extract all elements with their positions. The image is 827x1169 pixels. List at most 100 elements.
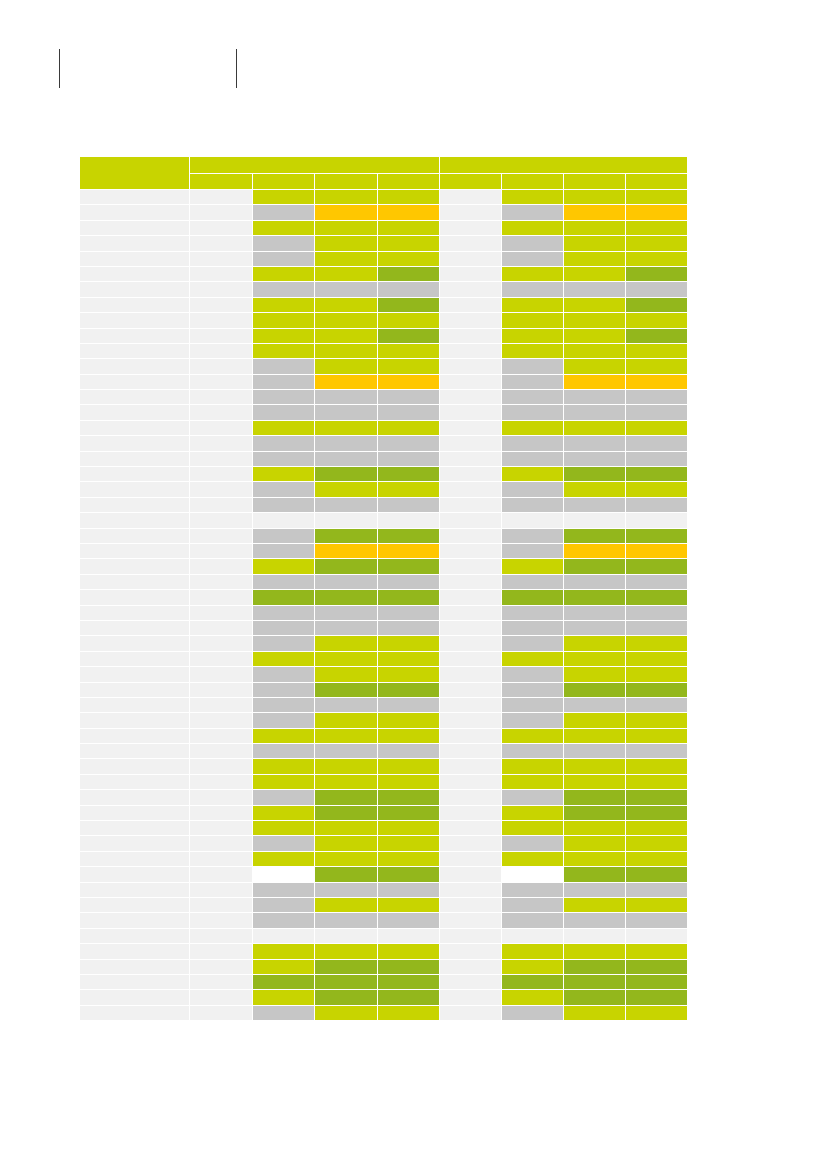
status-cell [252,835,315,852]
table-row [79,696,688,714]
status-cell [377,527,440,544]
status-cell [501,450,564,468]
status-cell [563,789,626,806]
status-cell [563,358,626,375]
status-cell [252,542,315,560]
status-cell [377,820,440,837]
table-row [79,512,688,529]
status-cell [563,265,626,283]
row-value-cell [439,558,502,575]
status-cell [314,358,378,375]
row-value-cell [439,712,502,729]
status-cell [501,835,564,852]
table-row [79,296,688,314]
status-cell [501,958,564,975]
table-row [79,389,688,406]
row-value-cell [189,573,253,591]
status-cell [563,619,626,637]
row-value-cell [189,743,253,760]
row-value-cell [439,419,502,437]
status-cell [563,604,626,621]
status-cell [314,296,378,314]
status-cell [501,727,564,745]
status-cell [563,450,626,468]
status-cell [252,850,315,868]
table-row [79,435,688,452]
row-value-cell [189,712,253,729]
status-cell [314,989,378,1006]
status-cell [377,712,440,729]
table-row [79,188,688,206]
status-cell [252,558,315,575]
status-cell [501,912,564,929]
status-cell [252,804,315,822]
status-cell [377,466,440,483]
status-cell [314,281,378,298]
status-cell [563,481,626,498]
status-cell [625,604,688,621]
status-cell [501,296,564,314]
row-value-cell [439,296,502,314]
row-value-cell [439,358,502,375]
status-cell [377,835,440,852]
row-label-cell [79,265,190,283]
status-cell [377,573,440,591]
table-row [79,219,688,237]
status-cell [563,327,626,344]
row-value-cell [439,835,502,852]
table-row [79,481,688,498]
status-cell [252,419,315,437]
status-cell [501,373,564,391]
status-cell [625,512,688,529]
row-label-cell [79,820,190,837]
status-cell [252,450,315,468]
status-cell [252,681,315,698]
table-row [79,850,688,868]
row-value-cell [189,235,253,252]
row-label-cell [79,927,190,945]
status-cell [377,696,440,714]
row-value-cell [439,281,502,298]
row-value-cell [189,804,253,822]
status-cell [563,512,626,529]
status-cell [625,943,688,960]
status-cell [252,312,315,329]
status-cell [314,1004,378,1022]
status-cell [563,389,626,406]
row-label-cell [79,450,190,468]
row-value-cell [439,758,502,775]
status-cell [625,589,688,606]
status-cell [501,743,564,760]
table-row [79,327,688,344]
status-cell [377,789,440,806]
row-label-cell [79,743,190,760]
row-value-cell [439,466,502,483]
table-row [79,943,688,960]
row-value-cell [439,850,502,868]
status-cell [314,866,378,883]
status-cell [252,758,315,775]
status-cell [625,389,688,406]
row-label-cell [79,696,190,714]
row-label-cell [79,989,190,1006]
status-cell [625,358,688,375]
status-cell [314,912,378,929]
row-label-cell [79,342,190,360]
row-value-cell [439,312,502,329]
row-value-cell [189,1004,253,1022]
status-cell [314,188,378,206]
row-value-cell [189,820,253,837]
row-label-cell [79,619,190,637]
row-label-cell [79,419,190,437]
row-value-cell [189,219,253,237]
status-cell [563,558,626,575]
row-value-cell [189,312,253,329]
status-cell [625,758,688,775]
row-label-cell [79,373,190,391]
row-value-cell [189,758,253,775]
status-cell [377,389,440,406]
status-cell [625,419,688,437]
status-cell [563,896,626,914]
status-cell [377,250,440,267]
row-value-cell [189,281,253,298]
